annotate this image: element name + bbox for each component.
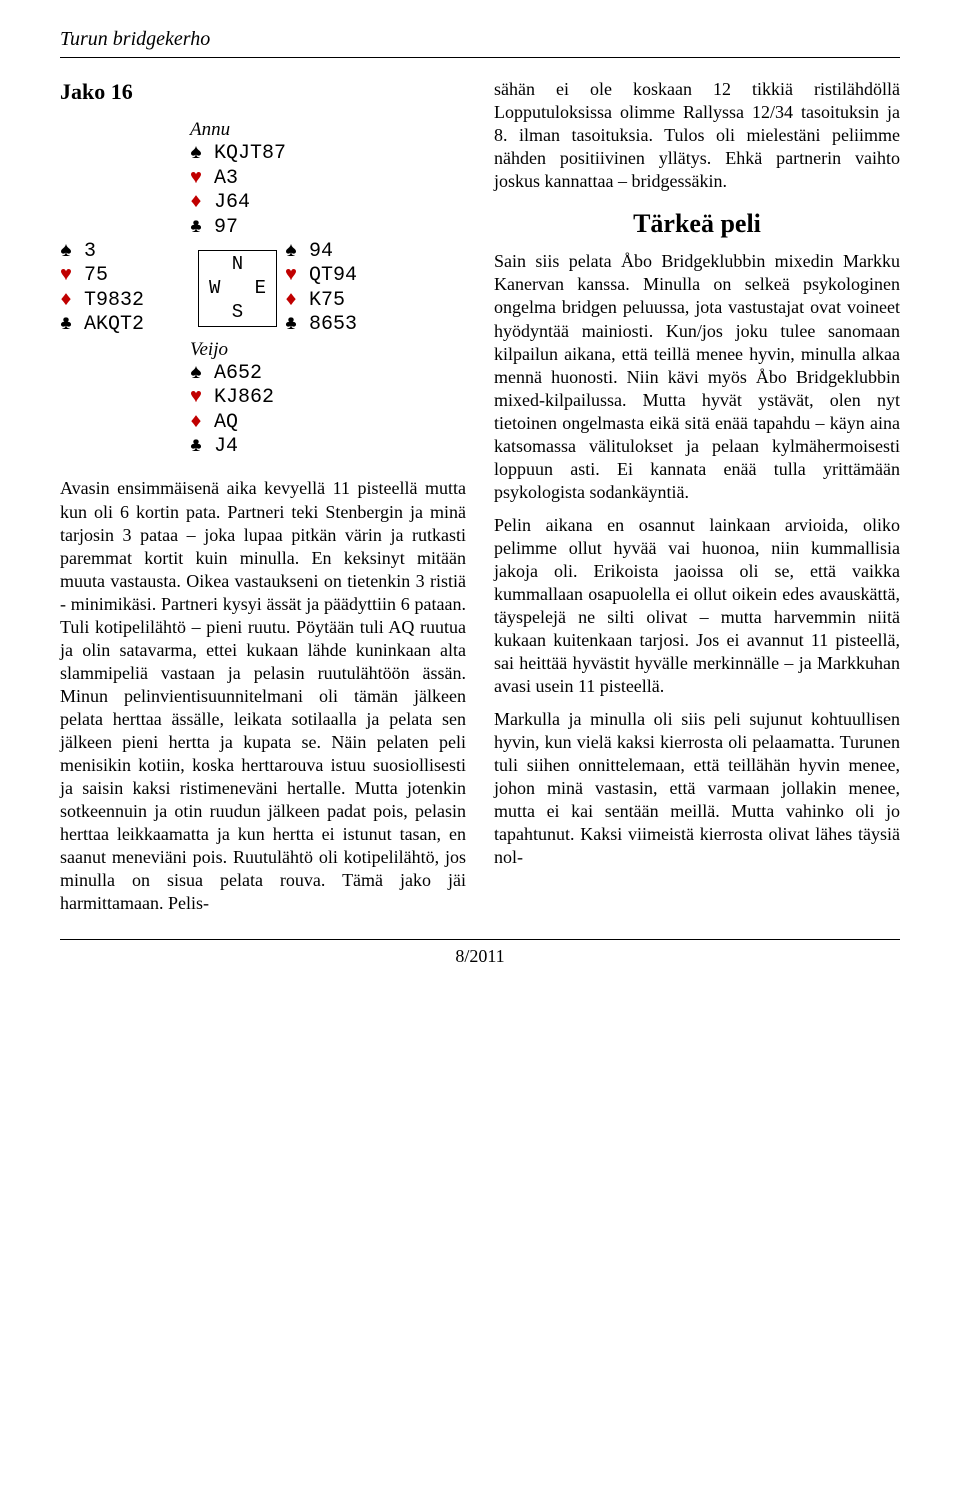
right-paragraph-1: Sain siis pelata Åbo Bridgeklubbin mixed… [494, 250, 900, 503]
right-column: sähän ei ole koskaan 12 tikkiä ristilähd… [494, 78, 900, 915]
north-name: Annu [190, 118, 285, 142]
south-name: Veijo [190, 338, 285, 362]
page-footer: 8/2011 [60, 939, 900, 967]
right-paragraph-3: Markulla ja minulla oli siis peli sujunu… [494, 708, 900, 869]
deal-title: Jako 16 [60, 78, 466, 106]
section-title: Tärkeä peli [494, 207, 900, 240]
north-hand: ♠ KQJT87 ♥ A3 ♦ J64 ♣ 97 [190, 142, 285, 240]
page-header: Turun bridgekerho [60, 28, 900, 58]
compass-cell: N W E S [190, 240, 285, 338]
compass-we: W E [209, 277, 266, 301]
east-hand: ♠ 94 ♥ QT94 ♦ K75 ♣ 8653 [285, 240, 415, 338]
compass-box: N W E S [198, 250, 277, 327]
content-columns: Jako 16 Annu ♠ KQJT87 ♥ A3 ♦ J64 ♣ 97 ♠ … [60, 78, 900, 915]
south-hand: ♠ A652 ♥ KJ862 ♦ AQ ♣ J4 [190, 362, 285, 460]
left-paragraph: Avasin ensimmäisenä aika kevyellä 11 pis… [60, 477, 466, 915]
compass-n: N [209, 253, 266, 277]
left-column: Jako 16 Annu ♠ KQJT87 ♥ A3 ♦ J64 ♣ 97 ♠ … [60, 78, 466, 915]
right-top-paragraph: sähän ei ole koskaan 12 tikkiä ristilähd… [494, 78, 900, 193]
compass-s: S [209, 301, 266, 325]
bridge-deal: Annu ♠ KQJT87 ♥ A3 ♦ J64 ♣ 97 ♠ 3 ♥ 75 ♦… [60, 118, 466, 459]
west-hand: ♠ 3 ♥ 75 ♦ T9832 ♣ AKQT2 [60, 240, 190, 338]
right-paragraph-2: Pelin aikana en osannut lainkaan arvioid… [494, 514, 900, 698]
